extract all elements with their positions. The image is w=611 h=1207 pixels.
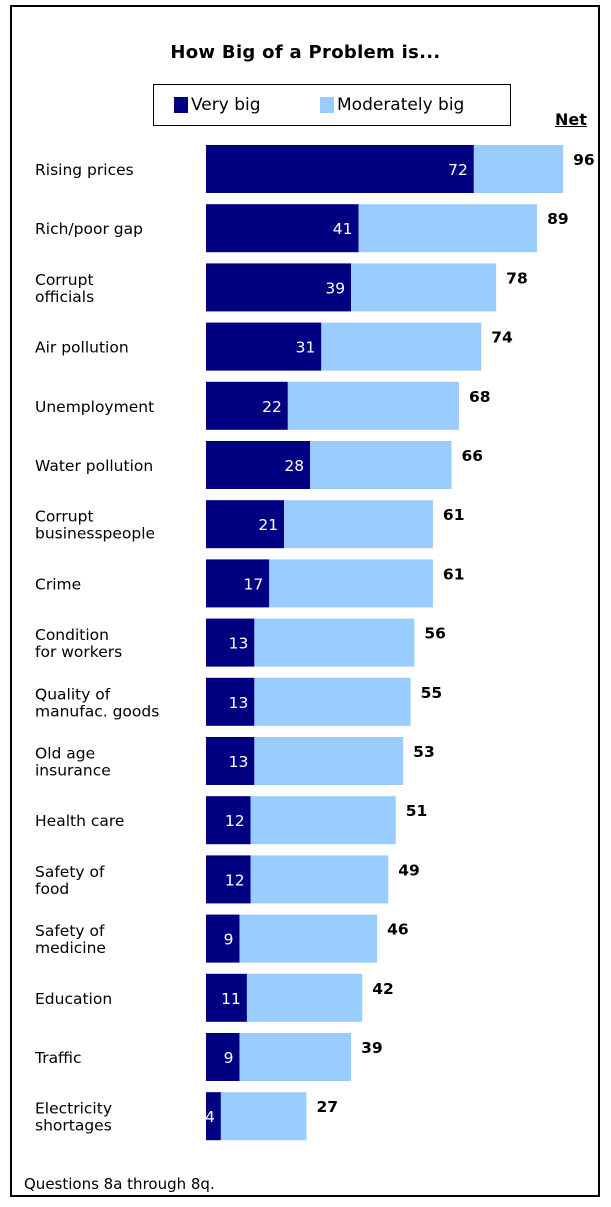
category-label: Corrupt officials	[35, 271, 94, 306]
bar-moderately-big	[220, 1092, 307, 1141]
data-label-net: 56	[424, 625, 446, 643]
bar-moderately-big	[254, 737, 404, 785]
data-label-net: 49	[398, 861, 420, 879]
legend-swatch-moderately-big	[320, 97, 334, 113]
legend-label-moderately-big: Moderately big	[337, 95, 465, 115]
net-column-header: Net	[555, 110, 587, 129]
bar-very-big	[206, 381, 288, 430]
data-label-very-big: 41	[333, 220, 353, 238]
bar-very-big	[206, 204, 359, 253]
bar-very-big	[206, 500, 285, 549]
data-label-very-big: 39	[325, 279, 345, 297]
bar-very-big	[206, 737, 255, 785]
data-label-very-big: 12	[225, 871, 245, 889]
bar-very-big	[206, 677, 255, 726]
data-label-net: 78	[506, 269, 528, 287]
category-label: Safety of medicine	[35, 922, 106, 957]
category-label: Traffic	[34, 1049, 82, 1067]
data-label-very-big: 12	[225, 812, 245, 830]
data-label-net: 66	[462, 447, 484, 465]
category-label: Rich/poor gap	[35, 220, 143, 238]
bar-very-big	[206, 1033, 240, 1081]
bar-very-big	[206, 441, 311, 489]
data-label-very-big: 4	[205, 1108, 215, 1126]
data-label-very-big: 28	[284, 457, 304, 475]
data-label-very-big: 17	[244, 575, 264, 593]
bar-very-big	[206, 796, 251, 845]
data-label-net: 53	[413, 743, 435, 761]
footnote: Questions 8a through 8q.	[24, 1175, 215, 1193]
legend-item-very-big: Very big	[174, 93, 261, 117]
bar-very-big	[206, 1092, 221, 1141]
category-label: Air pollution	[35, 339, 129, 357]
data-label-net: 42	[372, 980, 394, 998]
legend: Very big Moderately big	[153, 84, 511, 126]
data-label-very-big: 22	[262, 398, 282, 416]
bar-very-big	[206, 973, 247, 1022]
bar-very-big	[206, 322, 322, 371]
category-label: Rising prices	[35, 161, 134, 179]
data-label-net: 46	[387, 921, 409, 939]
bar-moderately-big	[351, 263, 497, 312]
bar-moderately-big	[239, 914, 378, 963]
data-label-very-big: 21	[258, 516, 278, 534]
bar-very-big	[206, 914, 240, 963]
bar-moderately-big	[321, 322, 482, 371]
data-label-net: 39	[361, 1039, 383, 1057]
bar-moderately-big	[239, 1033, 352, 1081]
category-label: Education	[35, 990, 112, 1008]
data-label-net: 61	[443, 506, 465, 524]
data-label-very-big: 31	[296, 339, 316, 357]
bar-very-big	[206, 145, 474, 193]
data-label-very-big: 13	[229, 635, 249, 653]
data-label-net: 68	[469, 388, 491, 406]
data-label-very-big: 72	[448, 161, 468, 179]
bar-moderately-big	[284, 500, 433, 549]
data-label-net: 96	[573, 151, 595, 169]
legend-swatch-very-big	[174, 97, 188, 113]
bar-moderately-big	[250, 855, 389, 904]
chart-title: How Big of a Problem is...	[170, 42, 441, 63]
bar-moderately-big	[250, 796, 396, 845]
bar-moderately-big	[254, 677, 411, 726]
bar-moderately-big	[287, 381, 459, 430]
bar-very-big	[206, 618, 255, 667]
category-label: Unemployment	[35, 398, 154, 416]
bar-very-big	[206, 263, 352, 312]
category-label: Quality of manufac. goods	[35, 685, 159, 720]
legend-item-moderately-big: Moderately big	[320, 93, 464, 117]
data-label-net: 74	[491, 329, 513, 347]
bar-moderately-big	[358, 204, 538, 253]
data-label-very-big: 13	[229, 753, 249, 771]
category-label: Old age insurance	[35, 745, 111, 780]
bar-moderately-big	[310, 441, 452, 489]
legend-label-very-big: Very big	[191, 95, 261, 115]
data-label-net: 51	[406, 802, 428, 820]
data-label-net: 61	[443, 565, 465, 583]
data-label-net: 55	[421, 684, 443, 702]
category-label: Electricity shortages	[35, 1100, 112, 1135]
category-label: Corrupt businesspeople	[35, 508, 155, 543]
bar-moderately-big	[254, 618, 415, 667]
data-label-very-big: 9	[224, 931, 234, 949]
data-label-very-big: 11	[221, 990, 241, 1008]
bar-moderately-big	[246, 973, 363, 1022]
category-label: Water pollution	[35, 457, 153, 475]
category-label: Condition for workers	[35, 626, 122, 661]
bar-very-big	[206, 855, 251, 904]
category-label: Health care	[35, 812, 124, 830]
category-label: Crime	[35, 575, 81, 593]
bar-very-big	[206, 559, 270, 608]
category-label: Safety of food	[35, 863, 105, 898]
data-label-net: 89	[547, 210, 569, 228]
data-label-very-big: 9	[224, 1049, 234, 1067]
chart-frame	[10, 5, 600, 1197]
bar-moderately-big	[473, 145, 564, 193]
bar-moderately-big	[269, 559, 433, 608]
data-label-very-big: 13	[229, 694, 249, 712]
data-label-net: 27	[316, 1098, 338, 1116]
